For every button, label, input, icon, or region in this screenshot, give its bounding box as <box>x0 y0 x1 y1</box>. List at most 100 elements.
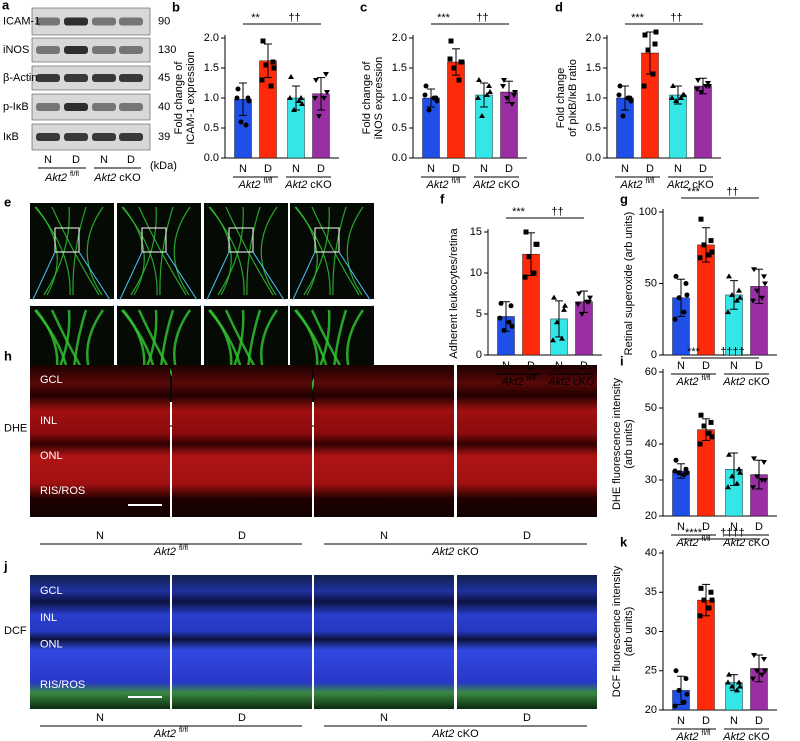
kda-label: 130 <box>158 44 176 56</box>
vessel <box>173 206 191 296</box>
data-point <box>698 585 704 591</box>
data-point <box>313 78 319 83</box>
data-point <box>706 84 712 89</box>
data-point <box>641 83 647 89</box>
data-point <box>288 74 294 79</box>
gene: Akt2 <box>153 728 176 740</box>
x-tick-label: D <box>264 163 272 175</box>
y-axis-label: DHE fluorescence intensity <box>611 377 623 510</box>
zoom-box <box>54 227 80 253</box>
genotype: fl/fl <box>702 375 711 382</box>
protein-label: IκB <box>3 131 19 143</box>
zoom-line <box>78 251 115 307</box>
vessel <box>346 206 364 296</box>
y-tick-label: 20 <box>645 704 657 716</box>
layer-label: INL <box>40 612 57 624</box>
data-point <box>751 456 757 462</box>
data-point <box>673 273 679 279</box>
y-tick-label: 30 <box>645 625 657 637</box>
data-point <box>500 84 506 89</box>
genotype: fl/fl <box>702 730 711 737</box>
vessel <box>159 206 174 296</box>
data-point <box>736 679 742 685</box>
vessel <box>260 206 278 296</box>
data-point <box>697 255 703 261</box>
condition-label: N <box>380 712 388 724</box>
significance-label: †† <box>476 12 488 24</box>
blot-band <box>92 46 116 54</box>
x-tick-label: N <box>292 163 300 175</box>
y-axis-label: of pIκB/IκB ratio <box>567 59 579 137</box>
gene: Akt2 <box>547 376 570 388</box>
x-tick-label: N <box>427 163 435 175</box>
genotype: cKO <box>457 728 479 740</box>
data-point <box>729 683 735 689</box>
data-point <box>645 47 651 53</box>
y-tick-label: 35 <box>645 586 657 598</box>
data-point <box>695 78 701 83</box>
blot-band <box>36 74 60 82</box>
data-point <box>522 274 528 280</box>
genotype: fl/fl <box>527 375 536 382</box>
data-point <box>508 303 514 309</box>
y-tick-label: 0.5 <box>204 122 219 134</box>
data-point <box>235 86 241 92</box>
data-point <box>616 92 622 98</box>
blot-band <box>92 74 116 82</box>
vessel <box>43 206 70 296</box>
condition-label: D <box>238 530 246 542</box>
x-tick-label: N <box>555 360 563 372</box>
data-point <box>642 32 648 38</box>
y-tick-label: 0.0 <box>204 152 219 164</box>
data-point <box>584 299 590 305</box>
bar-chart: b Fold change of ICAM-1 expression 0.0 0.5 1.… <box>172 0 339 191</box>
layer-label: GCL <box>40 585 63 597</box>
data-point <box>734 297 740 303</box>
genotype: fl/fl <box>264 178 273 185</box>
blot-band <box>36 46 60 54</box>
condition-label: D <box>127 154 135 166</box>
y-tick-label: 2.0 <box>392 32 407 44</box>
data-point <box>559 335 565 341</box>
genotype: cKO <box>310 179 332 191</box>
data-point <box>725 484 731 490</box>
vessel <box>51 206 100 296</box>
gene: Akt2 <box>153 546 176 558</box>
y-tick-label: 50 <box>645 277 657 289</box>
data-point <box>486 83 492 88</box>
x-tick-label: D <box>755 360 763 372</box>
gene: Akt2 <box>431 546 454 558</box>
data-point <box>487 89 493 94</box>
x-tick-label: N <box>730 715 738 727</box>
data-point <box>271 65 277 71</box>
vessel <box>35 206 58 296</box>
gene: Akt2 <box>666 179 689 191</box>
gene: Akt2 <box>472 179 495 191</box>
data-point <box>726 671 732 677</box>
vessel <box>209 206 232 296</box>
vessel <box>225 206 274 296</box>
condition-label: D <box>523 530 531 542</box>
data-point <box>669 95 675 100</box>
blot-band <box>36 133 60 141</box>
data-point <box>650 71 656 77</box>
section-image <box>172 365 312 517</box>
bar-chart: c Fold change of iNOS expression 0.0 0.5 1.0 1… <box>360 0 527 191</box>
y-tick-label: 40 <box>645 547 657 559</box>
data-point <box>698 90 704 95</box>
data-point <box>672 316 678 322</box>
data-point <box>725 679 731 685</box>
y-tick-label: 0.5 <box>392 122 407 134</box>
x-tick-label: N <box>239 163 247 175</box>
data-point <box>268 83 274 89</box>
data-point <box>479 113 485 118</box>
y-tick-label: 50 <box>645 402 657 414</box>
genotype: cKO <box>692 179 714 191</box>
data-point <box>681 92 687 97</box>
blot-band <box>36 17 60 26</box>
x-tick-label: D <box>452 163 460 175</box>
data-point <box>587 295 593 301</box>
data-point <box>706 605 712 611</box>
